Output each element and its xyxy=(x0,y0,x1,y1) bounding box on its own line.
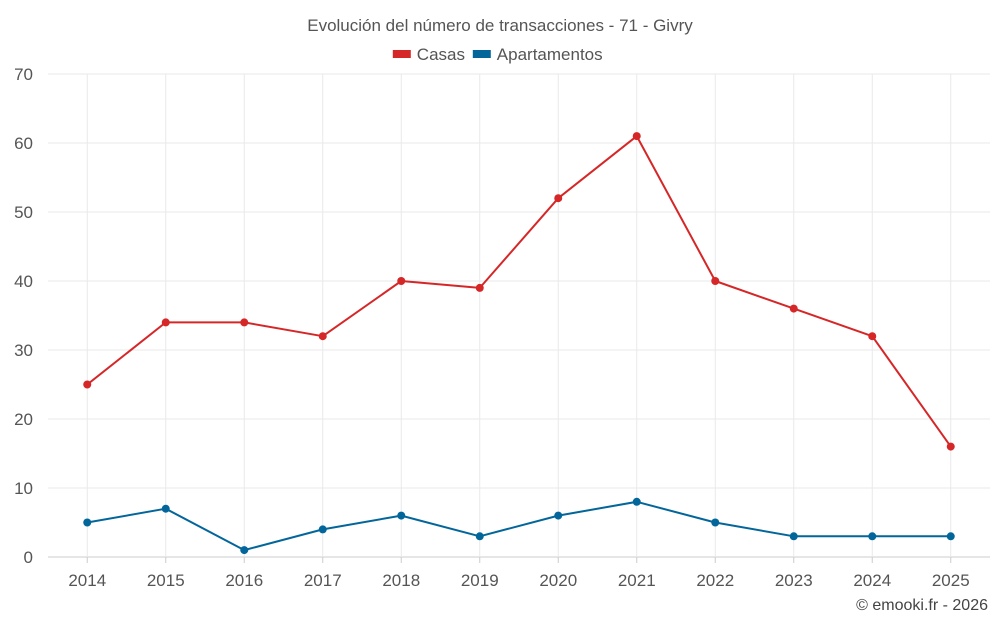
y-tick-label: 0 xyxy=(24,548,33,567)
x-tick-label: 2022 xyxy=(696,571,734,590)
series-line-apartamentos xyxy=(87,500,951,552)
x-tick-label: 2020 xyxy=(539,571,577,590)
x-tick-label: 2025 xyxy=(932,571,970,590)
y-axis: 0 10 20 30 40 50 60 70 xyxy=(14,65,33,567)
legend-label: Casas xyxy=(417,45,465,64)
x-tick-label: 2014 xyxy=(68,571,106,590)
credit-text: © emooki.fr - 2026 xyxy=(856,597,988,614)
series-line-casas xyxy=(86,135,952,448)
legend-swatch xyxy=(392,50,411,58)
data-point-casas[interactable] xyxy=(397,277,406,285)
data-point-casas[interactable] xyxy=(632,132,641,141)
data-point-casas[interactable] xyxy=(475,283,484,292)
legend-swatch xyxy=(472,50,491,58)
data-point-casas[interactable] xyxy=(240,318,249,327)
x-tick-label: 2019 xyxy=(461,571,499,590)
y-tick-label: 10 xyxy=(14,479,33,498)
legend-label: Apartamentos xyxy=(497,45,603,64)
data-point-apartamentos[interactable] xyxy=(240,546,249,555)
series-group xyxy=(83,132,955,555)
data-point-apartamentos[interactable] xyxy=(946,532,955,541)
data-point-apartamentos[interactable] xyxy=(161,504,170,513)
x-tick-label: 2015 xyxy=(147,571,185,590)
data-point-casas[interactable] xyxy=(789,304,798,313)
data-point-casas[interactable] xyxy=(711,277,720,285)
data-point-apartamentos[interactable] xyxy=(868,532,877,541)
chart-title: Evolución del número de transacciones - … xyxy=(307,16,693,35)
data-point-apartamentos[interactable] xyxy=(397,511,406,520)
legend: Casas Apartamentos xyxy=(392,45,603,64)
data-point-apartamentos[interactable] xyxy=(632,497,641,506)
y-tick-label: 50 xyxy=(14,203,33,222)
data-point-apartamentos[interactable] xyxy=(711,518,720,527)
legend-item-apartamentos[interactable]: Apartamentos xyxy=(472,45,603,64)
data-point-apartamentos[interactable] xyxy=(83,518,92,527)
data-point-apartamentos[interactable] xyxy=(475,532,484,541)
data-point-apartamentos[interactable] xyxy=(789,532,798,541)
grid xyxy=(48,73,990,558)
data-point-casas[interactable] xyxy=(554,194,563,203)
y-tick-label: 20 xyxy=(14,410,33,429)
x-tick-label: 2018 xyxy=(382,571,420,590)
x-tick-label: 2021 xyxy=(618,571,656,590)
data-point-apartamentos[interactable] xyxy=(554,511,563,520)
data-point-casas[interactable] xyxy=(318,332,327,341)
x-tick-label: 2023 xyxy=(775,571,813,590)
y-tick-label: 70 xyxy=(14,65,33,84)
y-tick-label: 40 xyxy=(14,272,33,291)
data-point-casas[interactable] xyxy=(946,442,955,451)
data-point-casas[interactable] xyxy=(868,332,877,341)
x-tick-label: 2024 xyxy=(853,571,891,590)
data-point-casas[interactable] xyxy=(83,380,92,389)
y-tick-label: 60 xyxy=(14,134,33,153)
x-axis: 2014 2015 2016 2017 2018 2019 2020 2021 2022 2023… xyxy=(68,557,970,590)
data-point-apartamentos[interactable] xyxy=(318,525,327,534)
data-point-casas[interactable] xyxy=(161,318,170,327)
y-tick-label: 30 xyxy=(14,341,33,360)
legend-item-casas[interactable]: Casas xyxy=(392,45,465,64)
x-tick-label: 2017 xyxy=(304,571,342,590)
x-tick-label: 2016 xyxy=(225,571,263,590)
